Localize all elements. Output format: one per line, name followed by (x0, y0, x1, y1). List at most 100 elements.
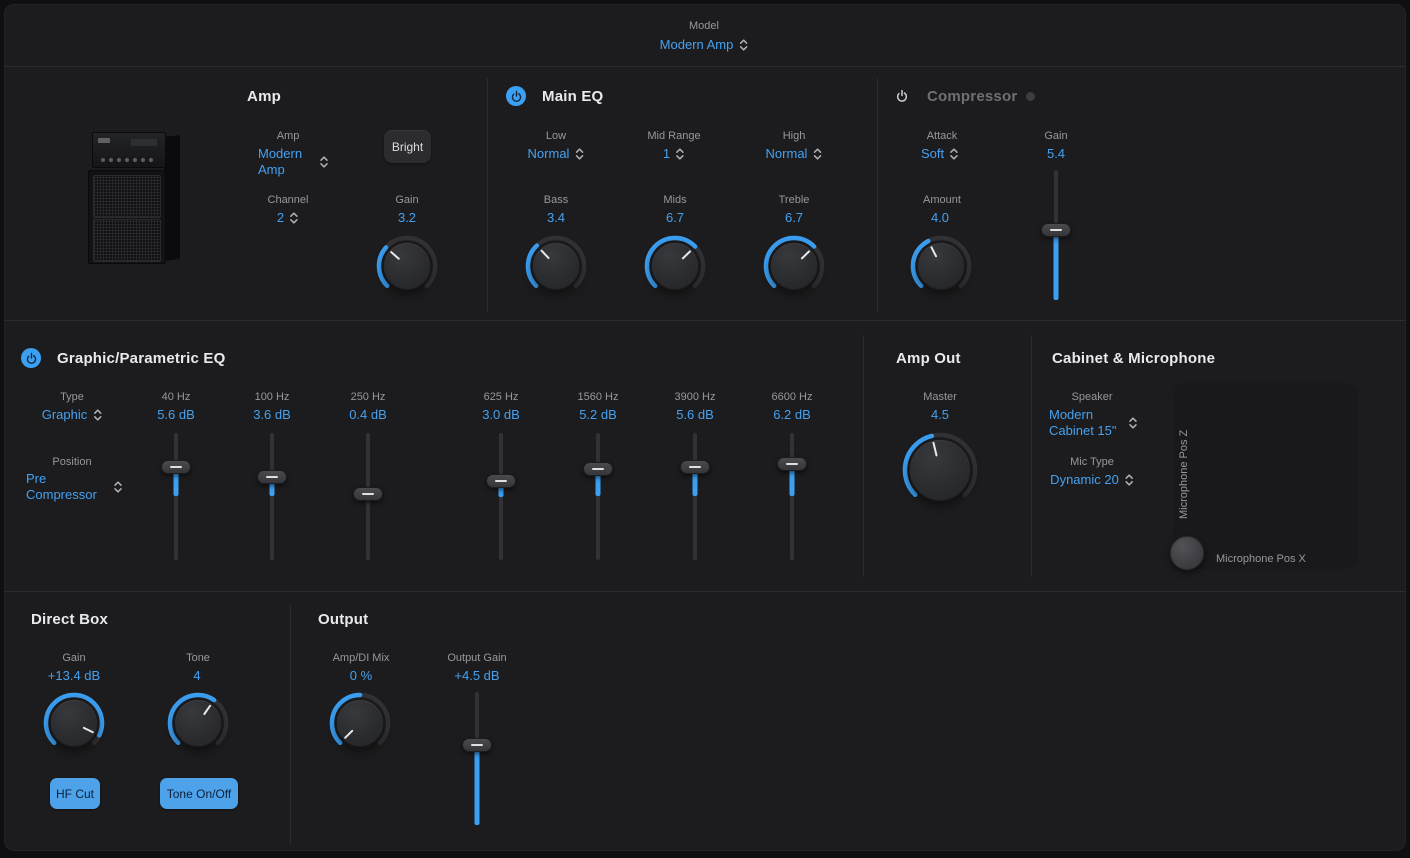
compressor-gain-slider[interactable] (1039, 170, 1073, 300)
model-select[interactable]: Modern Amp (660, 37, 749, 52)
tone-label: Tone (186, 652, 210, 664)
chevron-up-down-icon (1125, 473, 1133, 486)
plugin-window: Model Modern Amp Amp Amp Modern Amp Brig… (4, 4, 1406, 851)
amp-di-mix-knob[interactable] (329, 692, 391, 754)
mids-label: Mids (663, 194, 687, 206)
eq-band-slider-250hz[interactable] (351, 433, 385, 560)
divider (4, 320, 1406, 321)
eq-band-freq-label: 1560 Hz (577, 391, 619, 403)
master-value: 4.5 (930, 407, 950, 422)
amp-model-select[interactable]: Modern Amp (258, 146, 329, 178)
tone-on-off-button[interactable]: Tone On/Off (160, 778, 238, 809)
amp-image-head (92, 132, 166, 168)
treble-label: Treble (778, 194, 810, 206)
bass-knob[interactable] (525, 235, 587, 297)
eq-type-label: Type (60, 391, 84, 403)
speaker-select[interactable]: Modern Cabinet 15" (1049, 407, 1138, 439)
high-select[interactable]: Normal (766, 146, 823, 161)
bass-value: 3.4 (546, 210, 566, 225)
speaker-label: Speaker (1071, 391, 1113, 403)
amp-di-mix-value: 0 % (349, 668, 373, 683)
mids-knob[interactable] (644, 235, 706, 297)
amp-gain-value: 3.2 (397, 210, 417, 225)
chevron-up-down-icon (114, 481, 122, 493)
eq-position-label: Position (52, 456, 92, 468)
mid-range-select-value: 1 (662, 146, 671, 161)
channel-label: Channel (267, 194, 309, 206)
eq-position-select[interactable]: Pre Compressor (26, 471, 123, 503)
chevron-up-down-icon (813, 147, 822, 160)
gpeq-power-button[interactable] (21, 348, 41, 368)
gpeq-section-title: Graphic/Parametric EQ (57, 350, 226, 367)
tone-knob[interactable] (167, 692, 229, 754)
microphone-position-puck[interactable] (1170, 536, 1204, 570)
eq-band-freq-label: 40 Hz (161, 391, 191, 403)
eq-band-slider-40hz[interactable] (159, 433, 193, 560)
mic-type-select[interactable]: Dynamic 20 (1050, 472, 1134, 487)
chevron-up-down-icon (575, 147, 584, 160)
amount-knob[interactable] (910, 235, 972, 297)
output-gain-value: +4.5 dB (454, 668, 500, 683)
divider (1031, 335, 1032, 577)
di-gain-label: Gain (62, 652, 86, 664)
output-gain-label: Output Gain (447, 652, 507, 664)
mids-value: 6.7 (665, 210, 685, 225)
compressor-gain-label: Gain (1044, 130, 1068, 142)
direct-box-section-title: Direct Box (31, 611, 109, 628)
amp-gain-knob[interactable] (376, 235, 438, 297)
power-icon (24, 352, 38, 365)
eq-type-select-value: Graphic (41, 407, 88, 422)
eq-band-freq-label: 6600 Hz (771, 391, 813, 403)
amp-image-grille (93, 219, 161, 262)
microphone-position-pad[interactable] (1172, 382, 1359, 570)
model-label: Model (689, 20, 719, 32)
power-icon (509, 90, 523, 103)
di-gain-value: +13.4 dB (47, 668, 101, 683)
master-knob[interactable] (902, 432, 978, 508)
amp-image-side (164, 135, 180, 261)
output-section-title: Output (318, 611, 369, 628)
bass-label: Bass (543, 194, 569, 206)
microphone-pos-z-label: Microphone Pos Z (1178, 429, 1190, 519)
hf-cut-button[interactable]: HF Cut (50, 778, 100, 809)
chevron-up-down-icon (676, 147, 684, 160)
amp-section-title: Amp (247, 88, 281, 105)
chevron-up-down-icon (290, 211, 298, 224)
compressor-gain-value: 5.4 (1046, 146, 1066, 161)
eq-band-slider-3900hz[interactable] (678, 433, 712, 560)
eq-band-slider-1560hz[interactable] (581, 433, 615, 560)
amount-value: 4.0 (930, 210, 950, 225)
eq-type-select[interactable]: Graphic (42, 407, 103, 422)
master-label: Master (923, 391, 957, 403)
chevron-up-down-icon (950, 147, 958, 160)
di-gain-knob[interactable] (43, 692, 105, 754)
cab-mic-section-title: Cabinet & Microphone (1052, 350, 1216, 367)
bright-button[interactable]: Bright (384, 130, 431, 163)
attack-select[interactable]: Soft (921, 146, 959, 161)
eq-band-slider-100hz[interactable] (255, 433, 289, 560)
amp-image-knobs (101, 158, 153, 162)
eq-band-freq-label: 625 Hz (483, 391, 519, 403)
low-label: Low (545, 130, 567, 142)
divider (487, 78, 488, 312)
eq-band-slider-625hz[interactable] (484, 433, 518, 560)
compressor-power-button[interactable] (892, 86, 912, 106)
eq-band-gain-value: 5.6 dB (676, 407, 714, 422)
eq-band-gain-value: 3.0 dB (482, 407, 520, 422)
mic-type-label: Mic Type (1070, 456, 1114, 468)
high-select-value: Normal (765, 146, 808, 161)
eq-band-gain-value: 0.4 dB (349, 407, 387, 422)
eq-band-slider-6600hz[interactable] (775, 433, 809, 560)
power-icon (895, 89, 909, 103)
amp-gain-label: Gain (395, 194, 419, 206)
main-eq-power-button[interactable] (506, 86, 526, 106)
output-gain-slider[interactable] (460, 692, 494, 825)
chevron-up-down-icon (320, 156, 328, 168)
treble-knob[interactable] (763, 235, 825, 297)
divider (877, 78, 878, 312)
low-select-value: Normal (527, 146, 570, 161)
low-select[interactable]: Normal (528, 146, 585, 161)
microphone-pos-x-label: Microphone Pos X (1216, 553, 1306, 565)
mid-range-select[interactable]: 1 (663, 146, 685, 161)
channel-select[interactable]: 2 (277, 210, 299, 225)
